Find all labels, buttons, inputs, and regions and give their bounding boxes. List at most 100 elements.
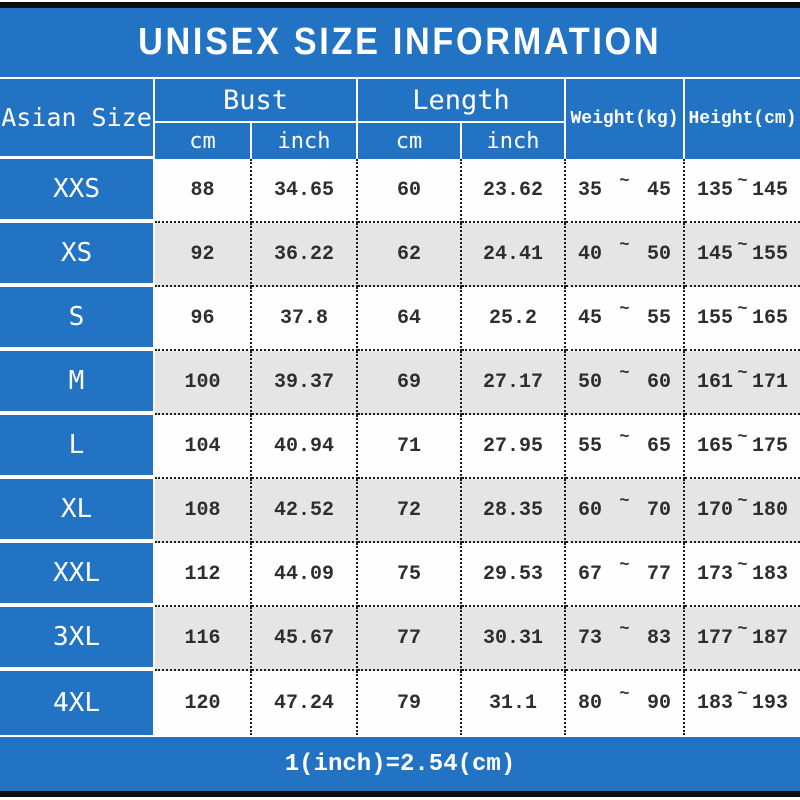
cell-bust-cm: 120 [155,671,252,735]
cell-length-cm: 62 [358,223,462,287]
title-bar: UNISEX SIZE INFORMATION [0,8,800,77]
cell-bust-inch: 42.52 [252,479,358,543]
height-max: 183 [751,562,788,586]
cell-bust-inch: 45.67 [252,607,358,671]
cell-height-range: 177 ~187 [685,607,800,671]
range-tilde: ~ [737,427,748,447]
height-max: 171 [751,370,788,394]
size-table: Asian Size Bust Length Weight(kg) Height… [0,79,800,735]
weight-min: 40 [578,242,603,266]
cell-weight-range: 73 ~83 [566,607,685,671]
height-max: 155 [751,242,788,266]
cell-weight-range: 80 ~90 [566,671,685,735]
bottom-border-line [0,791,800,797]
weight-min: 73 [578,626,603,650]
weight-min: 50 [578,370,603,394]
row-size-label: M [0,351,155,415]
cell-length-inch: 28.35 [462,479,566,543]
cell-height-range: 183 ~193 [685,671,800,735]
range-tilde: ~ [737,235,748,255]
range-tilde: ~ [737,555,748,575]
range-tilde: ~ [619,363,630,383]
height-max: 193 [751,691,788,715]
cell-weight-range: 40 ~50 [566,223,685,287]
cell-bust-cm: 96 [155,287,252,351]
cell-weight-range: 55 ~65 [566,415,685,479]
weight-max: 90 [646,691,671,715]
weight-max: 50 [646,242,671,266]
cell-length-inch: 27.95 [462,415,566,479]
page-title: UNISEX SIZE INFORMATION [138,21,662,63]
height-max: 145 [751,178,788,202]
col-header-weight: Weight(kg) [566,79,685,159]
cell-bust-inch: 36.22 [252,223,358,287]
cell-length-inch: 23.62 [462,159,566,223]
height-min: 161 [697,370,734,394]
weight-max: 45 [646,178,671,202]
height-min: 183 [697,691,734,715]
col-header-length-inch: inch [462,123,566,159]
cell-bust-inch: 44.09 [252,543,358,607]
weight-min: 45 [578,306,603,330]
range-tilde: ~ [619,491,630,511]
col-header-asian-size: Asian Size [0,79,155,159]
cell-bust-cm: 92 [155,223,252,287]
cell-weight-range: 50 ~60 [566,351,685,415]
height-min: 177 [697,626,734,650]
weight-min: 35 [578,178,603,202]
weight-max: 77 [646,562,671,586]
col-header-bust-cm: cm [155,123,252,159]
range-tilde: ~ [737,491,748,511]
title-separator [0,77,800,79]
cell-length-cm: 69 [358,351,462,415]
cell-height-range: 155 ~165 [685,287,800,351]
weight-max: 83 [646,626,671,650]
height-min: 135 [697,178,734,202]
cell-length-cm: 60 [358,159,462,223]
height-max: 180 [751,498,788,522]
row-size-label: S [0,287,155,351]
range-tilde: ~ [619,427,630,447]
row-size-label: XXS [0,159,155,223]
height-min: 155 [697,306,734,330]
row-size-label: XL [0,479,155,543]
cell-length-inch: 24.41 [462,223,566,287]
range-tilde: ~ [619,171,630,191]
col-group-bust: Bust [155,79,358,123]
weight-min: 80 [578,691,603,715]
cell-height-range: 170 ~180 [685,479,800,543]
range-tilde: ~ [737,684,748,704]
col-header-height: Height(cm) [685,79,800,159]
weight-max: 70 [646,498,671,522]
height-min: 170 [697,498,734,522]
cell-bust-inch: 47.24 [252,671,358,735]
cell-length-cm: 71 [358,415,462,479]
cell-bust-inch: 40.94 [252,415,358,479]
top-border-line [0,2,800,8]
weight-max: 60 [646,370,671,394]
cell-bust-cm: 88 [155,159,252,223]
weight-max: 65 [646,434,671,458]
cell-bust-cm: 100 [155,351,252,415]
range-tilde: ~ [619,299,630,319]
footer-bar: 1(inch)=2.54(cm) [0,737,800,791]
cell-bust-cm: 108 [155,479,252,543]
cell-length-cm: 64 [358,287,462,351]
cell-height-range: 161 ~171 [685,351,800,415]
range-tilde: ~ [619,555,630,575]
cell-weight-range: 35 ~45 [566,159,685,223]
cell-height-range: 165 ~175 [685,415,800,479]
row-size-label: L [0,415,155,479]
height-min: 165 [697,434,734,458]
range-tilde: ~ [619,619,630,639]
col-header-length-cm: cm [358,123,462,159]
range-tilde: ~ [619,235,630,255]
cell-bust-inch: 37.8 [252,287,358,351]
weight-max: 55 [646,306,671,330]
cell-bust-cm: 116 [155,607,252,671]
col-header-bust-inch: inch [252,123,358,159]
height-min: 145 [697,242,734,266]
range-tilde: ~ [737,171,748,191]
cell-bust-inch: 39.37 [252,351,358,415]
